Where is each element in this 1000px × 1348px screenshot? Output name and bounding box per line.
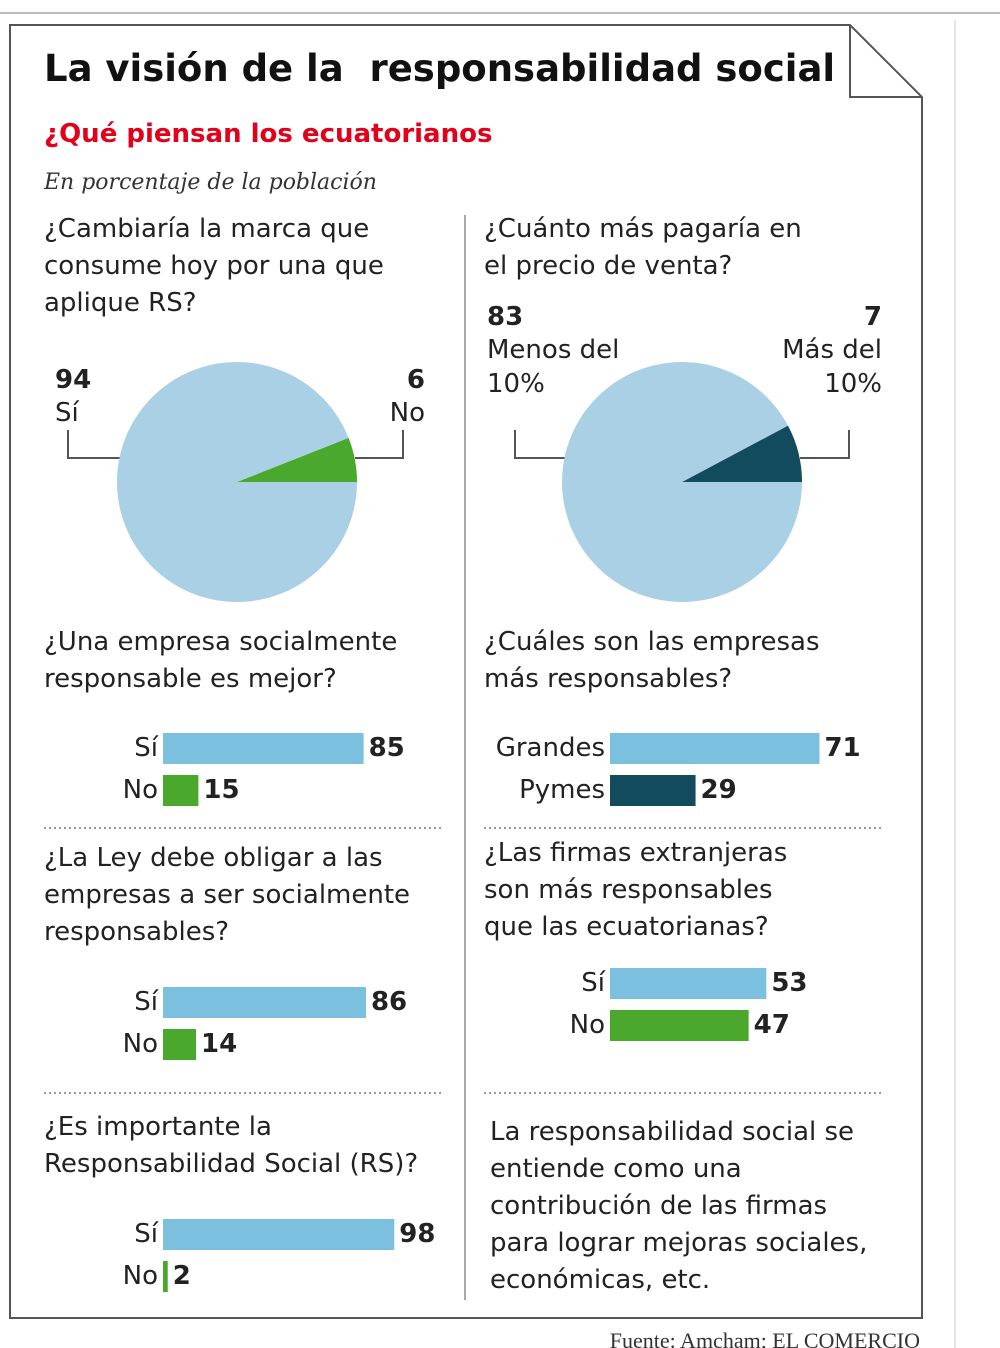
bar [163,1029,197,1060]
leader-lines [67,430,850,459]
bar-value-label: 86 [370,987,408,1017]
chart-title: ¿Una empresa socialmente responsable es … [44,627,398,694]
note: En porcentaje de la población [44,170,377,195]
bar [163,1219,395,1250]
chart-title: ¿La Ley debe obligar a las empresas a se… [44,843,411,947]
bar-category-label: Sí [134,733,158,763]
pie-slice [237,437,357,482]
bar-value-label: 85 [368,733,405,763]
leader-line [67,430,120,459]
leader-line [514,430,565,459]
bar-value-label: 53 [771,968,808,998]
bar-category-label: Sí [134,987,158,1017]
subtitle: ¿Qué piensan los ecuatorianos [44,119,493,149]
frame [9,24,923,1319]
bar-value-label: 47 [753,1010,790,1040]
bar-category-label: No [569,1010,605,1040]
chart-title: ¿Es importante la Responsabilidad Social… [44,1112,419,1179]
pie-category-label: No [389,398,425,428]
bar-category-label: Grandes [495,733,605,763]
bar-category-label: No [122,1261,158,1291]
separators [44,827,884,1094]
bar-category-label: Pymes [519,775,605,805]
bar [163,775,199,806]
title: La visión de la responsabilidad social [44,47,836,90]
pie-category-label: Sí [55,398,79,428]
pie-slice [562,362,802,603]
chart-title: ¿Cambiaría la marca que consume hoy por … [44,214,384,318]
leader-line [355,430,404,459]
bar-value-label: 71 [824,733,861,763]
pie-slice [117,362,357,602]
source: Fuente: Amcham; EL COMERCIO [609,1328,920,1348]
pie-value-label: 6 [406,365,425,395]
bar [163,733,364,764]
bar [610,733,820,764]
bar [610,1010,749,1041]
bar-value-label: 14 [201,1029,238,1059]
pie-category-label: Menos del 10% [487,335,620,399]
pie-slice [682,425,802,482]
chart-title: ¿Cuánto más pagaría en el precio de vent… [484,214,802,281]
pie-value-label: 94 [55,365,92,395]
pie-value-label: 7 [863,302,882,332]
bar [163,1261,168,1292]
bar [163,987,366,1018]
chart-title: ¿Las firmas extranjeras son más responsa… [484,838,788,942]
chart-title: ¿Cuáles son las empresas más responsable… [484,627,820,694]
bar [610,968,767,999]
bar-category-label: Sí [134,1219,158,1249]
pie-value-label: 83 [487,302,524,332]
bar-value-label: 2 [172,1261,191,1291]
frame-fold [849,25,922,98]
bar-value-label: 98 [399,1219,436,1249]
bar [610,775,696,806]
definition: La responsabilidad social se entiende co… [490,1117,868,1295]
bar-category-label: No [122,775,158,805]
bar-value-label: 15 [203,775,240,805]
bar-value-label: 29 [700,775,737,805]
pie-category-label: Más del 10% [782,335,882,399]
leader-line [800,430,850,459]
bar-category-label: No [122,1029,158,1059]
bar-category-label: Sí [581,968,605,998]
